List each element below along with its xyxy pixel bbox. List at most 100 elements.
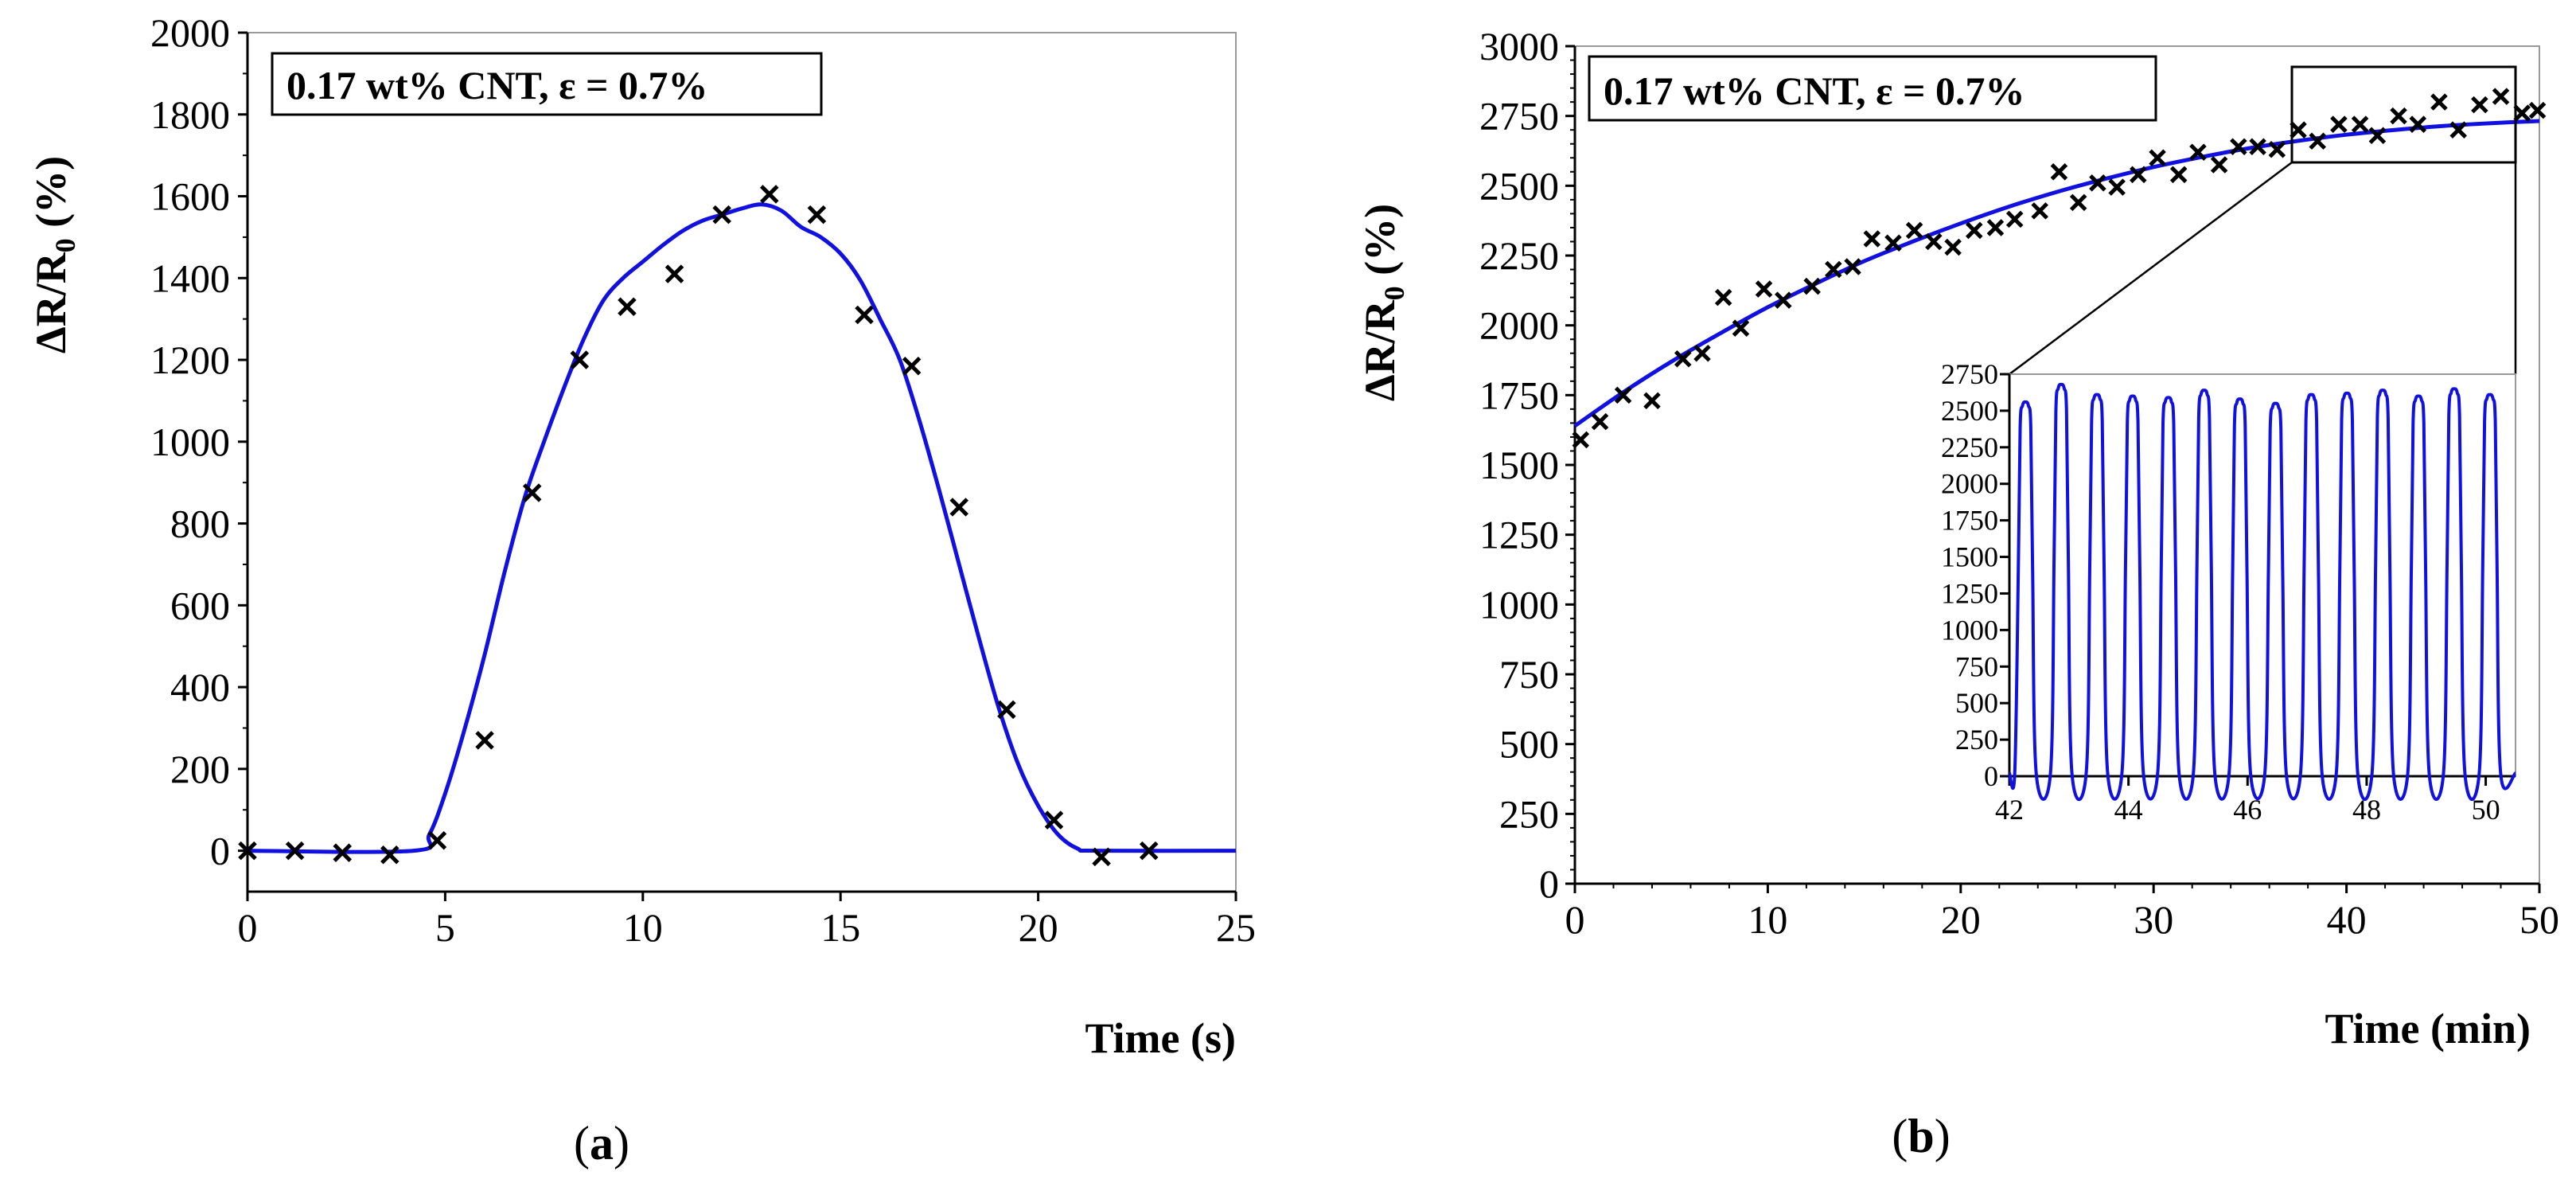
data-point (1755, 280, 1773, 298)
y-tick-label: 2000 (150, 10, 230, 55)
chart-b-data-points (1572, 88, 2547, 449)
y-tick-label: 1400 (150, 256, 230, 300)
data-point (1614, 386, 1632, 404)
x-tick-label: 40 (2327, 897, 2367, 942)
x-tick-label: 20 (1941, 897, 1981, 942)
y-tick-label: 1200 (150, 338, 230, 382)
chart-b-inset-x-ticks: 42 44 46 48 50 (1995, 775, 2516, 826)
data-point (1572, 431, 1590, 449)
data-point (2513, 104, 2531, 122)
svg-text:ΔR/R0 (%): ΔR/R0 (%) (1356, 204, 1410, 401)
y-tick-label: 2500 (1941, 395, 1998, 427)
chart-b-zoom-box (2290, 65, 2517, 164)
data-point (2528, 101, 2547, 119)
x-tick-label: 44 (2114, 794, 2143, 826)
y-tick-label: 1750 (1941, 505, 1998, 537)
y-tick-label: 0 (1984, 760, 1998, 792)
x-tick-label: 50 (2519, 897, 2559, 942)
data-point (2471, 96, 2488, 114)
data-point (2249, 138, 2266, 156)
chart-a-plot-frame (247, 32, 1237, 892)
y-tick-label: 2000 (1941, 468, 1998, 500)
chart-a-panel-label: (a) (574, 1117, 629, 1169)
data-point (1825, 260, 1842, 279)
y-tick-label: 250 (1499, 791, 1559, 836)
y-tick-label: 1500 (1479, 443, 1559, 487)
data-point (238, 841, 257, 861)
data-point (2449, 121, 2467, 139)
data-point (902, 356, 922, 376)
data-point (1714, 288, 1732, 307)
y-tick-label: 2250 (1479, 233, 1559, 278)
data-point (2189, 143, 2207, 162)
chart-b-y-ticks: 0 250 500 750 1000 1250 1500 1750 2000 2250 2500 27… (1479, 24, 1576, 906)
data-point (2130, 166, 2147, 184)
data-point (1674, 349, 1692, 368)
data-point (522, 483, 542, 502)
y-tick-label: 1600 (150, 174, 230, 219)
chart-b-annotation-box (1588, 55, 2157, 122)
data-point (2430, 93, 2448, 111)
data-point (1732, 319, 1750, 337)
x-tick-label: 20 (1019, 905, 1058, 950)
chart-b-x-ticks: 0 10 20 30 40 50 (1565, 882, 2559, 942)
data-point (1986, 219, 2005, 236)
data-point (2089, 174, 2106, 192)
chart-a: 0 200 400 600 800 1000 1200 1400 1600 1800 2000 0 5… (27, 10, 1256, 1169)
data-point (2005, 210, 2024, 228)
data-point (1139, 841, 1159, 861)
data-point (2108, 178, 2126, 196)
data-point (570, 350, 590, 369)
x-tick-label: 5 (435, 905, 455, 950)
data-point (712, 205, 731, 225)
data-point (2031, 202, 2048, 220)
chart-a-x-ticks: 0 5 10 15 20 25 (238, 890, 1256, 950)
y-tick-label: 1250 (1941, 577, 1998, 609)
data-point (1884, 234, 1902, 252)
y-tick-label: 250 (1955, 724, 1998, 756)
data-point (475, 731, 494, 750)
x-tick-label: 0 (1565, 897, 1585, 942)
y-tick-label: 0 (1539, 861, 1559, 906)
svg-text:ΔR/R0 (%): ΔR/R0 (%) (27, 156, 81, 353)
data-point (2268, 140, 2286, 158)
data-point (949, 498, 969, 517)
chart-b-x-axis-title: Time (min) (2325, 1005, 2531, 1052)
data-point (1591, 412, 1609, 431)
data-point (333, 843, 352, 862)
fit-line (247, 202, 1237, 854)
chart-a-annotation-box (271, 52, 823, 116)
y-tick-label: 500 (1955, 687, 1998, 719)
chart-a-data-points (238, 185, 1159, 867)
y-tick-label: 2750 (1941, 358, 1998, 390)
chart-b-inset: 0 250 500 750 1000 1250 1500 1750 2000 2250 2500 27… (1941, 358, 2517, 826)
x-tick-label: 30 (2134, 897, 2173, 942)
chart-a-y-ticks: 0 200 400 600 800 1000 1200 1400 1600 1800 2000 (150, 10, 249, 892)
y-tick-label: 500 (1499, 722, 1559, 767)
chart-b-y-axis-title: ΔR/R0 (%) (1356, 204, 1410, 401)
x-tick-label: 25 (1216, 905, 1256, 950)
data-point (1844, 258, 1861, 275)
y-tick-label: 1500 (1941, 541, 1998, 573)
y-tick-label: 2750 (1479, 94, 1559, 139)
data-point (855, 305, 874, 325)
data-point (618, 297, 637, 317)
x-tick-label: 42 (1995, 794, 2024, 826)
data-point (2149, 149, 2166, 167)
chart-b-inset-frame (2009, 373, 2516, 777)
data-point (380, 845, 399, 865)
data-point (2390, 107, 2407, 125)
data-point (807, 205, 827, 225)
y-tick-label: 750 (1499, 652, 1559, 697)
data-point (2050, 163, 2068, 181)
data-point (1944, 238, 1962, 256)
data-point (2409, 115, 2427, 133)
data-point (1905, 221, 1923, 240)
chart-a-x-axis-title: Time (s) (1085, 1014, 1236, 1062)
x-tick-label: 15 (820, 905, 860, 950)
data-point (1693, 344, 1711, 362)
y-tick-label: 2500 (1479, 163, 1559, 208)
data-point (1966, 221, 1983, 240)
data-point (2368, 127, 2387, 144)
